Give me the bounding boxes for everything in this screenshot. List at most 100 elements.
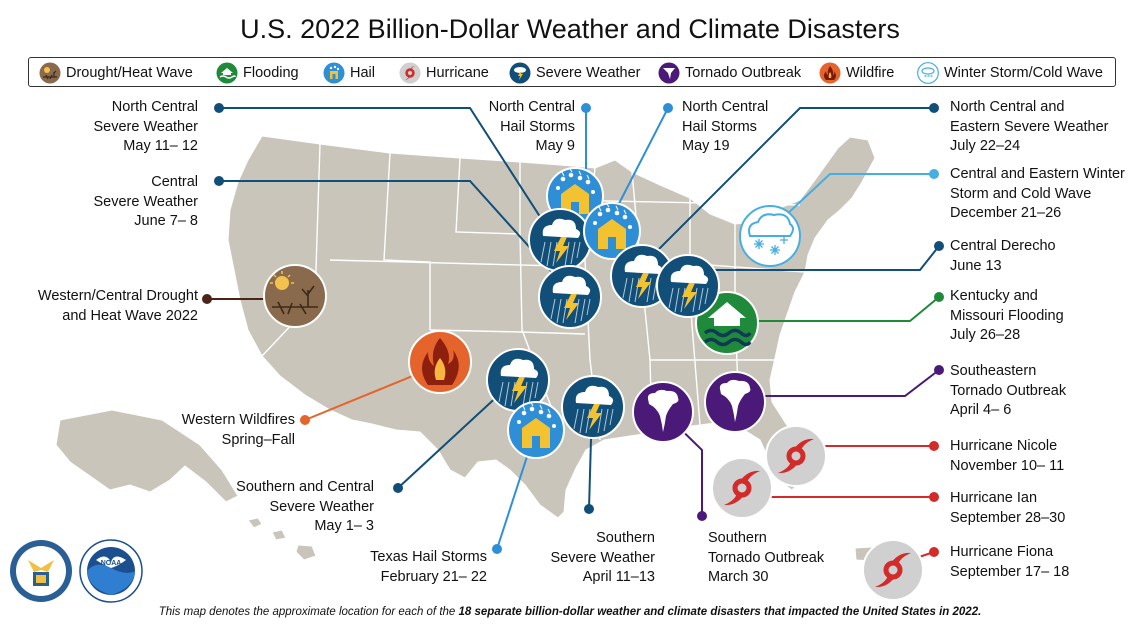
footer-text: This map denotes the approximate locatio… [158, 606, 459, 618]
icon-hurricane-fiona [863, 540, 923, 600]
icon-central-derecho [656, 254, 720, 318]
dot-nc-hail-may9 [581, 103, 591, 113]
event-dates: March 30 [708, 569, 769, 585]
dot-southern-central-severe [393, 483, 403, 493]
event-name: North Central and [950, 99, 1065, 115]
icon-se-tornado [704, 371, 766, 433]
commerce-seal-logo [10, 540, 72, 602]
wildfire-icon [819, 62, 841, 84]
dot-nc-hail-may19 [663, 103, 673, 113]
event-dates: February 21– 22 [380, 568, 487, 585]
event-line2: and Heat Wave 2022 [62, 307, 198, 324]
event-line2: Tornado Outbreak [708, 549, 825, 566]
svg-text:***: *** [924, 74, 933, 81]
dot-se-tornado [934, 365, 944, 375]
event-dates: July 26–28 [950, 327, 1021, 343]
legend-wildfire-label: Wildfire [846, 65, 895, 81]
dot-ky-mo-flooding [934, 292, 944, 302]
footer-bold-text: 18 separate billion-dollar weather and c… [458, 606, 982, 618]
dot-central-severe-june [214, 176, 224, 186]
footer-note: This map denotes the approximate locatio… [0, 606, 1140, 618]
legend: Drought/Heat Wave Flooding Hail Hurrican… [28, 57, 1116, 87]
drought-icon [39, 62, 61, 84]
event-name: Southeastern [950, 363, 1037, 379]
icon-winter-storm [739, 205, 801, 267]
dot-western-drought [202, 294, 212, 304]
legend-drought: Drought/Heat Wave [39, 60, 193, 86]
event-dates: December 21–26 [950, 205, 1062, 221]
legend-severe: Severe Weather [509, 60, 641, 86]
event-dates: May 1– 3 [314, 518, 374, 534]
legend-flooding: Flooding [216, 60, 299, 86]
legend-hail: Hail [323, 60, 375, 86]
icon-hurricane-nicole [766, 426, 826, 486]
label-nc-severe-may: North Central Severe Weather May 11– 12 [93, 98, 198, 157]
label-western-drought: Western/Central Drought and Heat Wave 20… [38, 287, 198, 326]
event-name: North Central [111, 99, 198, 115]
event-dates: May 9 [535, 138, 576, 154]
event-line2: Storm and Cold Wave [950, 185, 1092, 202]
line-nc-eastern-severe [642, 107, 934, 266]
icon-nc-severe-may [528, 208, 592, 272]
event-name: Texas Hail Storms [370, 549, 487, 565]
label-nc-hail-may9: North Central Hail Storms May 9 [489, 98, 575, 157]
legend-wildfire: Wildfire [819, 60, 894, 86]
legend-tornado-label: Tornado Outbreak [685, 65, 802, 81]
noaa-logo-text: NOAA [101, 560, 122, 567]
legend-tornado: Tornado Outbreak [658, 60, 801, 86]
icon-central-severe-june [538, 265, 602, 329]
label-southern-tornado: Southern Tornado Outbreak March 30 [708, 529, 824, 588]
event-name: North Central [488, 99, 575, 115]
event-name: Central [151, 174, 198, 190]
event-dates: July 22–24 [950, 138, 1021, 154]
label-winter-storm: Central and Eastern Winter Storm and Col… [950, 165, 1125, 224]
dot-texas-hail [492, 544, 502, 554]
event-dates: April 11–13 [582, 569, 655, 585]
event-name: Western/Central Drought [37, 288, 198, 304]
event-line2: Hail Storms [682, 118, 757, 135]
event-dates: September 28–30 [950, 509, 1066, 526]
label-hurricane-nicole: Hurricane Nicole November 10– 11 [950, 437, 1064, 476]
legend-severe-label: Severe Weather [536, 65, 641, 81]
hail-icon [323, 62, 345, 84]
dot-hurricane-fiona [929, 547, 939, 557]
line-ky-mo-flooding [725, 296, 940, 322]
hawaii [247, 517, 317, 561]
event-line2: Severe Weather [269, 498, 374, 515]
page-title: U.S. 2022 Billion-Dollar Weather and Cli… [240, 14, 900, 44]
dot-southern-severe-april [584, 504, 594, 514]
dot-nc-severe-may [214, 103, 224, 113]
legend-hurricane: Hurricane [399, 60, 489, 86]
icon-texas-hail [507, 401, 565, 459]
event-line2: Hail Storms [500, 118, 575, 135]
legend-hail-label: Hail [350, 65, 375, 81]
event-dates: June 13 [950, 257, 1002, 274]
icon-southern-tornado [632, 381, 694, 443]
alaska [55, 409, 239, 503]
legend-winter-label: Winter Storm/Cold Wave [944, 65, 1103, 81]
label-ky-mo-flooding: Kentucky and Missouri Flooding July 26–2… [950, 287, 1064, 346]
event-name: Southern and Central [236, 479, 374, 495]
legend-hurricane-label: Hurricane [426, 65, 489, 81]
dot-central-derecho [934, 241, 944, 251]
label-southern-severe-april: Southern Severe Weather April 11–13 [550, 529, 655, 588]
legend-flooding-label: Flooding [243, 65, 299, 81]
event-dates: November 10– 11 [950, 457, 1065, 474]
dot-southern-tornado [697, 511, 707, 521]
event-name: North Central [682, 99, 769, 115]
event-dates: April 4– 6 [950, 402, 1012, 418]
event-line2: Tornado Outbreak [950, 382, 1067, 399]
label-texas-hail: Texas Hail Storms February 21– 22 [370, 548, 487, 587]
tornado-icon [658, 62, 680, 84]
line-winter-storm [769, 173, 934, 231]
event-name: Central Derecho [950, 238, 1056, 254]
event-line2: Severe Weather [550, 549, 655, 566]
legend-drought-label: Drought/Heat Wave [66, 65, 193, 81]
dot-western-wildfires [300, 415, 310, 425]
event-line2: Severe Weather [93, 118, 198, 135]
line-nc-severe-may [219, 107, 556, 241]
icon-western-drought [263, 264, 327, 328]
event-dates: May 11– 12 [123, 138, 198, 154]
event-name: Southern [596, 530, 655, 546]
